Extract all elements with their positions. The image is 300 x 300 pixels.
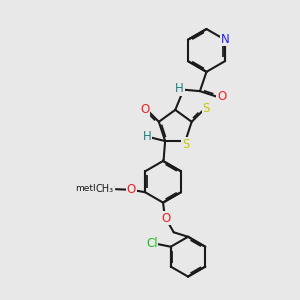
Text: Cl: Cl bbox=[146, 237, 158, 250]
Text: O: O bbox=[161, 212, 171, 224]
Text: CH₃: CH₃ bbox=[95, 184, 113, 194]
Text: O: O bbox=[217, 90, 226, 103]
Text: H: H bbox=[143, 130, 152, 143]
Text: O: O bbox=[140, 103, 149, 116]
Text: S: S bbox=[182, 137, 190, 151]
Text: H: H bbox=[175, 82, 184, 95]
Text: methoxy: methoxy bbox=[75, 184, 114, 193]
Text: O: O bbox=[127, 183, 136, 196]
Text: S: S bbox=[202, 102, 210, 116]
Text: N: N bbox=[221, 33, 230, 46]
